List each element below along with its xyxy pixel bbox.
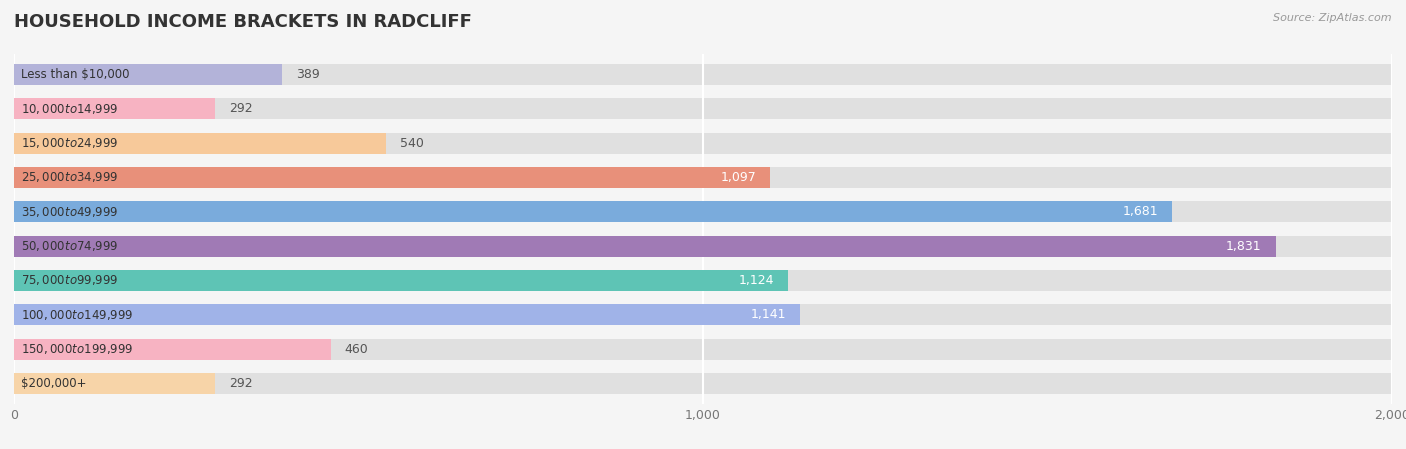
Text: 1,141: 1,141 (751, 308, 786, 321)
Text: $75,000 to $99,999: $75,000 to $99,999 (21, 273, 118, 287)
Text: $50,000 to $74,999: $50,000 to $74,999 (21, 239, 118, 253)
Text: HOUSEHOLD INCOME BRACKETS IN RADCLIFF: HOUSEHOLD INCOME BRACKETS IN RADCLIFF (14, 13, 472, 31)
Bar (14, 373, 215, 394)
Bar (14, 270, 1392, 291)
Text: $200,000+: $200,000+ (21, 377, 86, 390)
Text: 1,831: 1,831 (1226, 240, 1261, 253)
Bar (14, 339, 1392, 360)
Bar (14, 98, 215, 119)
Bar (14, 201, 1173, 222)
Text: $15,000 to $24,999: $15,000 to $24,999 (21, 136, 118, 150)
Text: $100,000 to $149,999: $100,000 to $149,999 (21, 308, 134, 322)
Text: $150,000 to $199,999: $150,000 to $199,999 (21, 342, 134, 356)
Bar (14, 167, 770, 188)
Bar (14, 132, 1392, 154)
Bar (14, 201, 1392, 222)
Text: 1,681: 1,681 (1123, 205, 1159, 218)
Text: $25,000 to $34,999: $25,000 to $34,999 (21, 171, 118, 185)
Text: Less than $10,000: Less than $10,000 (21, 68, 129, 81)
Text: 389: 389 (295, 68, 319, 81)
Bar (14, 64, 1392, 85)
Text: 460: 460 (344, 343, 368, 356)
Text: 1,124: 1,124 (740, 274, 775, 287)
Text: 540: 540 (399, 136, 423, 150)
Text: Source: ZipAtlas.com: Source: ZipAtlas.com (1274, 13, 1392, 23)
Text: $10,000 to $14,999: $10,000 to $14,999 (21, 102, 118, 116)
Bar (14, 167, 1392, 188)
Bar (14, 339, 330, 360)
Text: 292: 292 (229, 102, 253, 115)
Bar (14, 64, 283, 85)
Bar (14, 98, 1392, 119)
Bar (14, 373, 1392, 394)
Text: 1,097: 1,097 (720, 171, 756, 184)
Bar (14, 304, 1392, 326)
Text: $35,000 to $49,999: $35,000 to $49,999 (21, 205, 118, 219)
Bar (14, 236, 1392, 257)
Bar (14, 304, 800, 326)
Bar (14, 270, 789, 291)
Text: 292: 292 (229, 377, 253, 390)
Bar (14, 132, 387, 154)
Bar (14, 236, 1275, 257)
